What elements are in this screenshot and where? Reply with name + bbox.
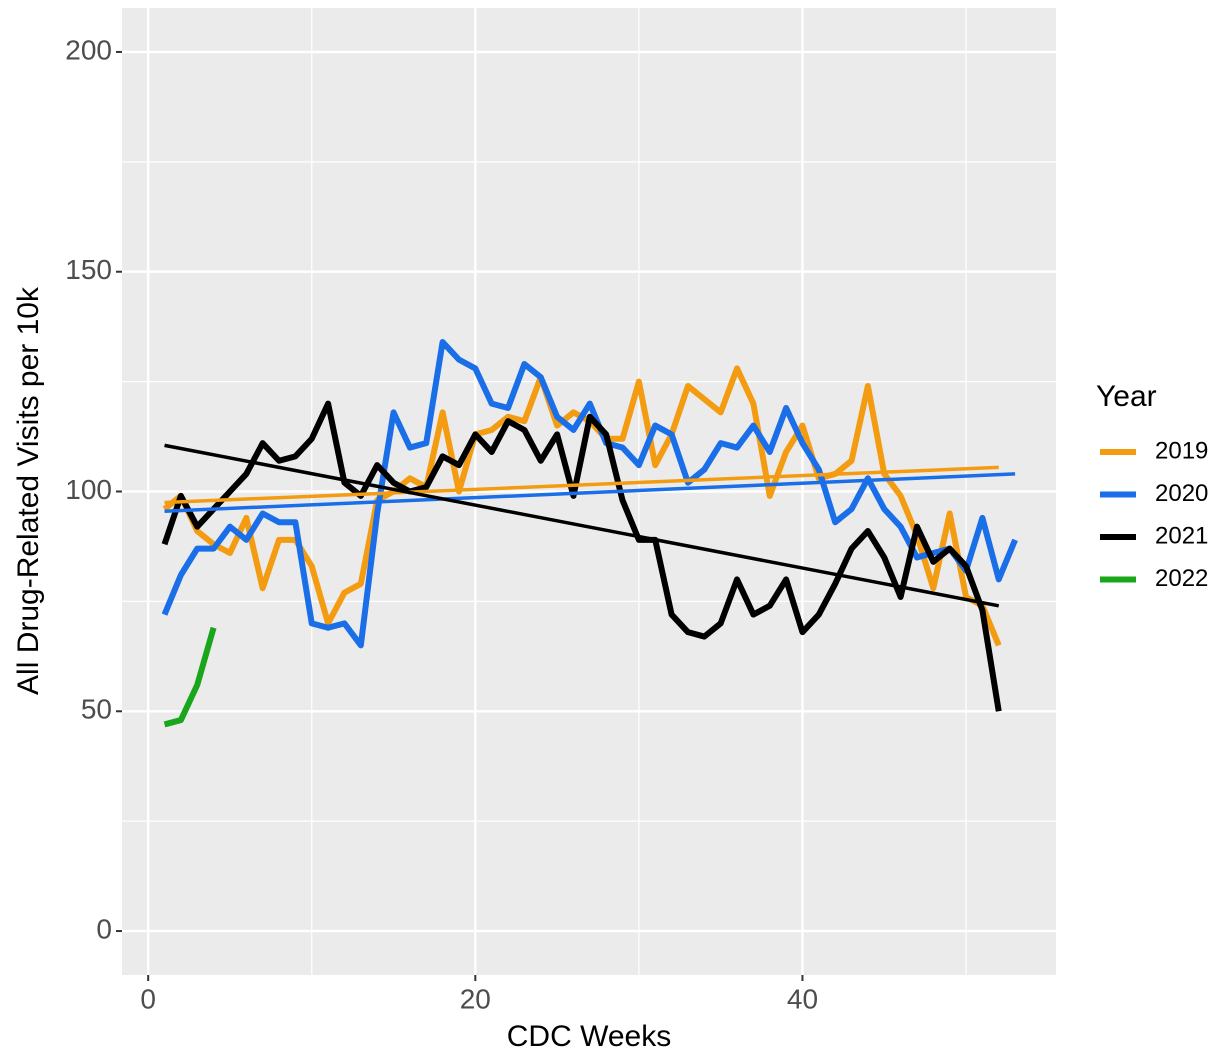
y-tick-label: 100 <box>65 474 112 505</box>
trend-line <box>164 443 1000 608</box>
legend-label: 2021 <box>1155 522 1208 549</box>
y-tick-label: 200 <box>65 34 112 65</box>
series-line <box>161 400 1002 712</box>
legend-label: 2020 <box>1155 480 1208 507</box>
x-tick-label: 40 <box>787 983 818 1014</box>
trend-line <box>164 472 1016 514</box>
x-tick-label: 0 <box>140 983 156 1014</box>
y-tick-label: 50 <box>81 694 112 725</box>
y-axis-title: All Drug-Related Visits per 10k <box>12 286 45 695</box>
x-tick-label: 20 <box>460 983 491 1014</box>
legend-title: Year <box>1096 380 1157 413</box>
y-tick-label: 150 <box>65 254 112 285</box>
legend-label: 2019 <box>1155 437 1208 464</box>
series-line <box>161 339 1018 649</box>
series-line <box>163 626 217 728</box>
x-axis-title: CDC Weeks <box>507 1020 671 1053</box>
legend-label: 2022 <box>1155 565 1208 592</box>
y-tick-label: 0 <box>96 913 112 944</box>
trend-line <box>164 465 999 505</box>
